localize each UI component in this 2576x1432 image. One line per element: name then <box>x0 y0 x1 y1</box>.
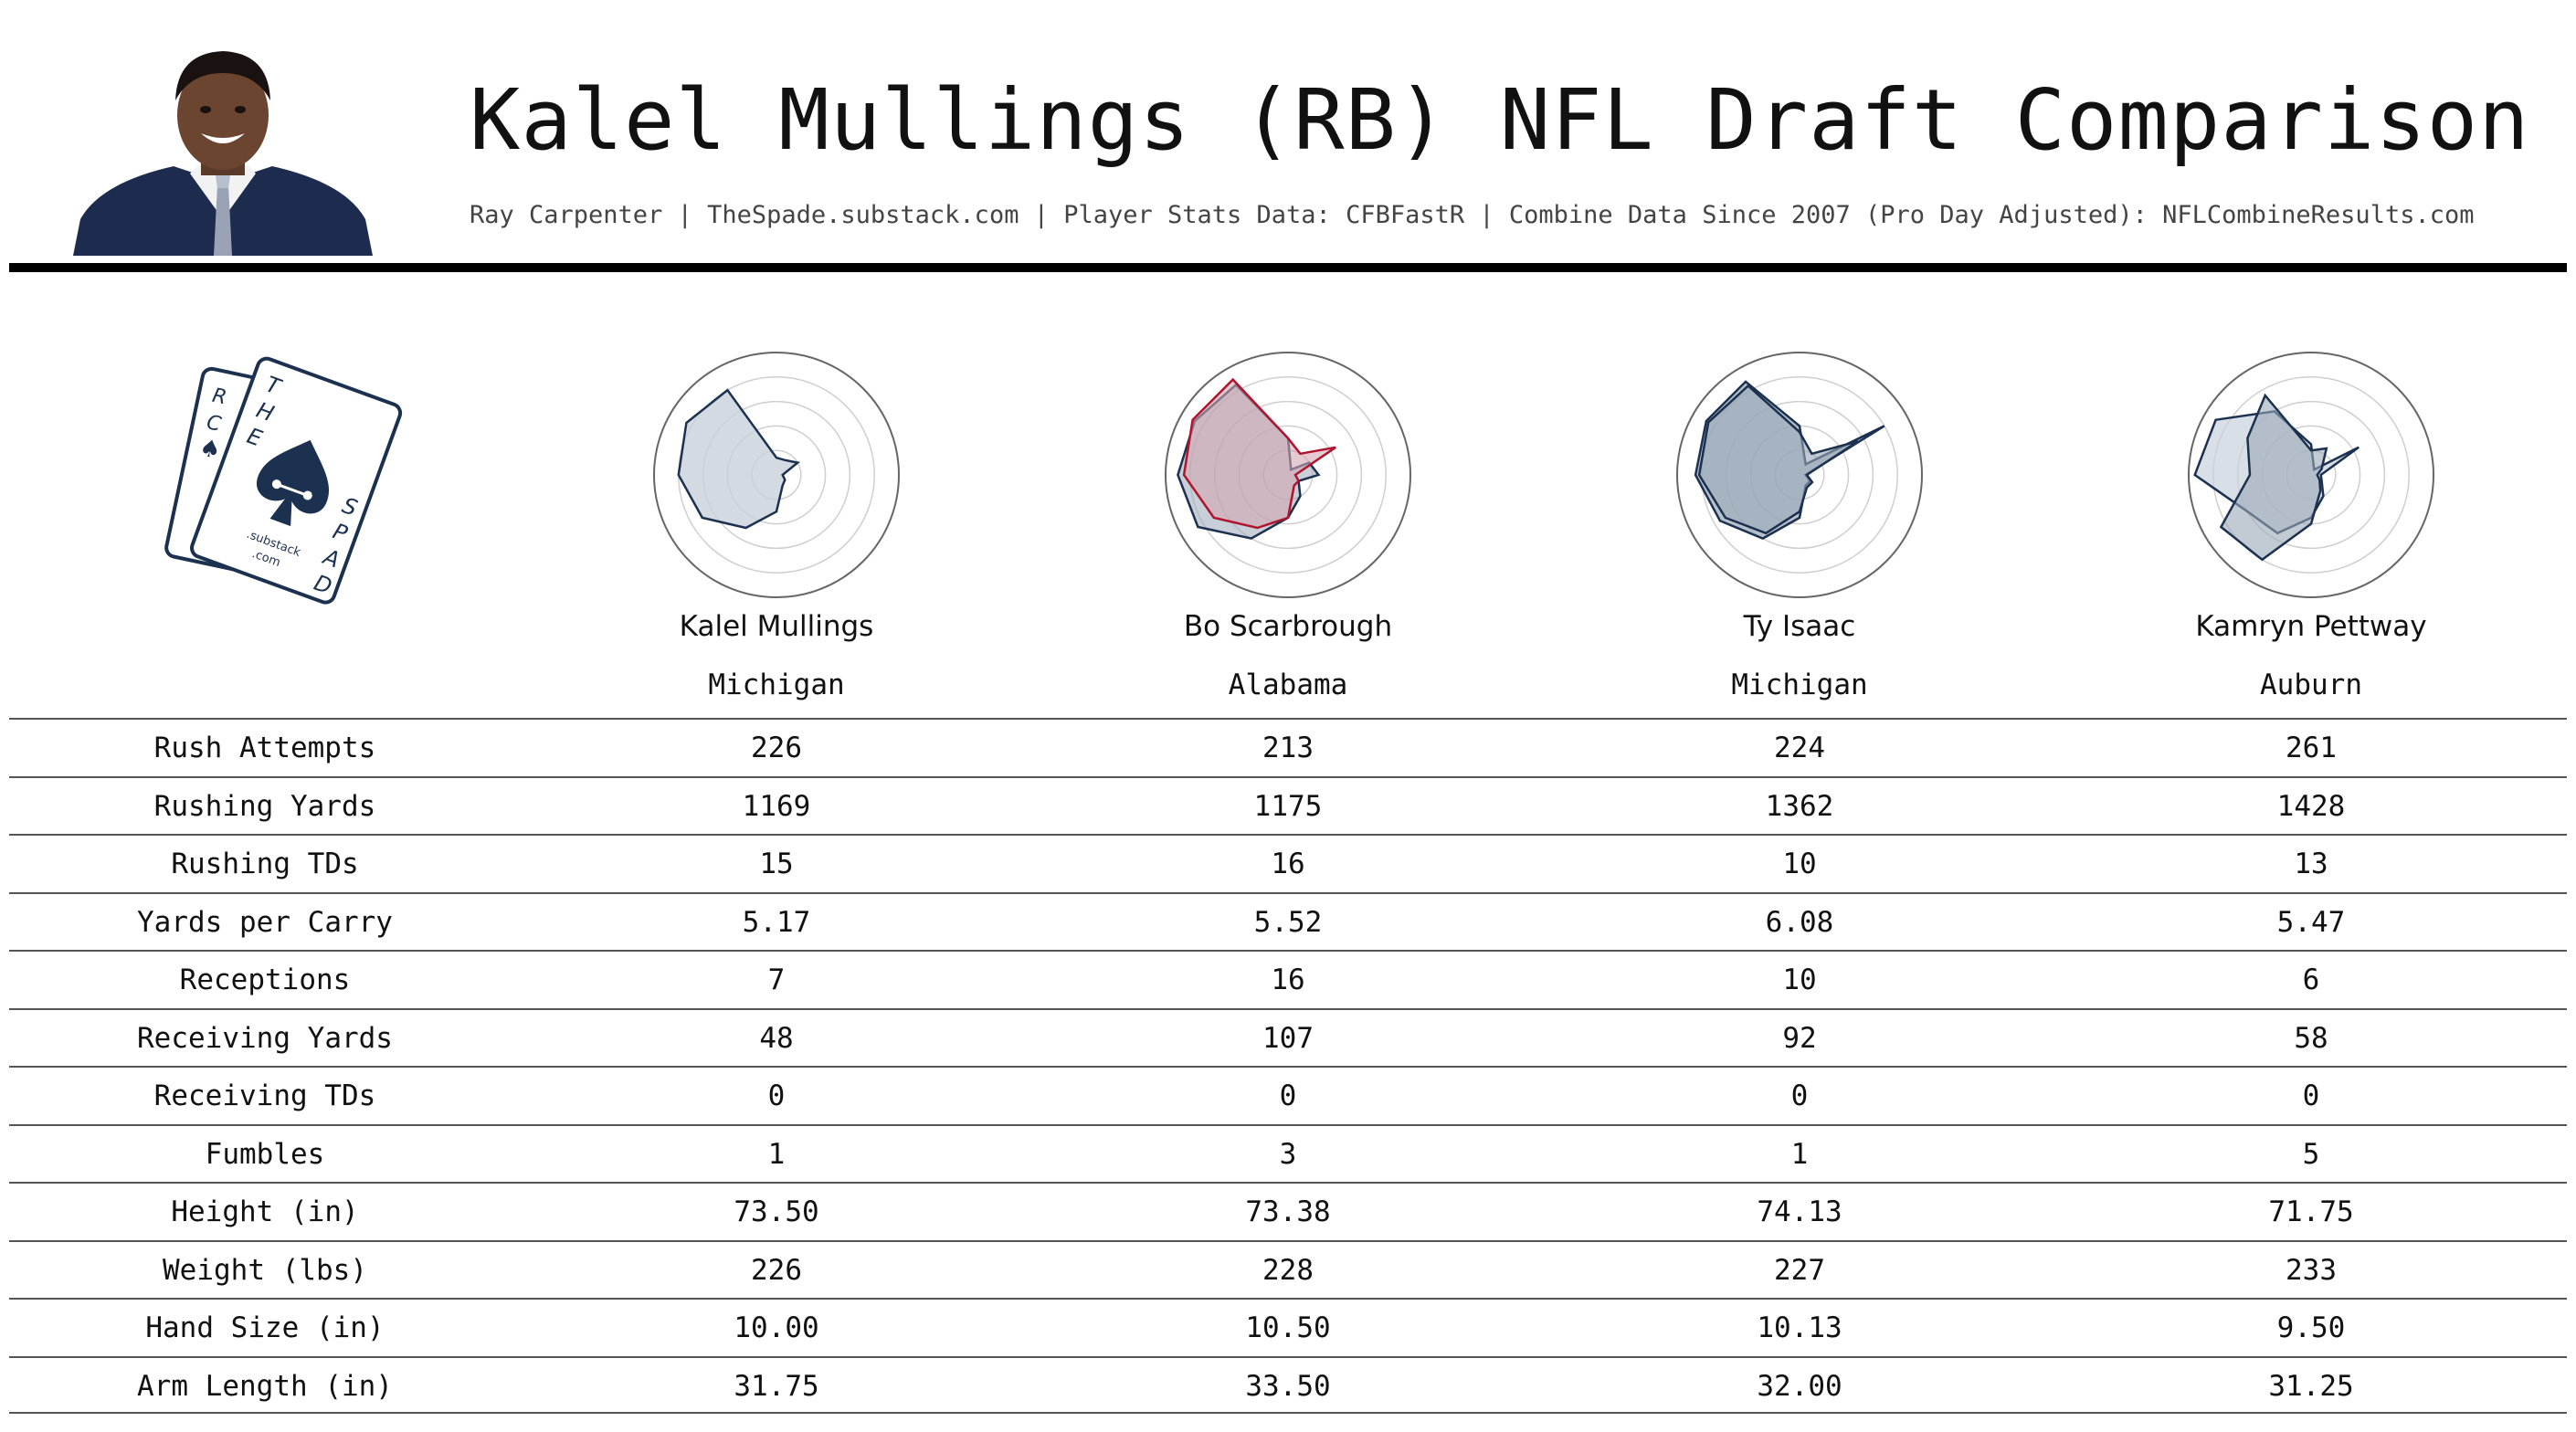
stat-value: 31.75 <box>734 1369 819 1403</box>
stat-value: 33.50 <box>1245 1369 1331 1403</box>
radar-series-polygon <box>1697 384 1859 535</box>
stat-value: 71.75 <box>2268 1195 2354 1228</box>
player-school: Michigan <box>1731 669 1868 701</box>
stat-value: 10 <box>1782 848 1817 880</box>
player-school: Auburn <box>2260 669 2362 701</box>
stat-value: 0 <box>1790 1079 1809 1112</box>
player-name: Kamryn Pettway <box>2195 610 2427 643</box>
stat-label: Receptions <box>179 963 351 996</box>
stat-value: 15 <box>759 848 794 880</box>
table-row: Receiving TDs 0 0 0 0 <box>9 1066 2567 1124</box>
player-school: Michigan <box>708 669 845 701</box>
stat-value: 6 <box>2302 963 2320 996</box>
radar-chart <box>1676 352 1923 598</box>
stat-value: 228 <box>1262 1253 1314 1287</box>
stats-table: Rush Attempts 226 213 224 261 Rushing Ya… <box>9 718 2567 1414</box>
stat-label: Weight (lbs) <box>163 1253 367 1287</box>
stat-value: 58 <box>2294 1021 2328 1055</box>
stat-label: Height (in) <box>171 1195 359 1228</box>
stat-label: Yards per Carry <box>137 905 393 939</box>
stat-value: 226 <box>751 1253 802 1287</box>
stat-label: Rushing Yards <box>153 789 376 823</box>
table-row: Receptions 7 16 10 6 <box>9 950 2567 1008</box>
table-row: Rush Attempts 226 213 224 261 <box>9 718 2567 776</box>
radar-chart <box>1165 352 1411 598</box>
stat-value: 227 <box>1774 1253 1825 1287</box>
radar-chart <box>653 352 900 598</box>
player-school: Alabama <box>1228 669 1348 701</box>
stat-value: 10.13 <box>1757 1311 1842 1344</box>
table-row: Receiving Yards 48 107 92 58 <box>9 1007 2567 1067</box>
radar-chart <box>2188 352 2434 598</box>
stat-value: 5.17 <box>742 905 811 939</box>
stat-value: 0 <box>767 1079 786 1112</box>
stat-value: 213 <box>1262 732 1314 764</box>
table-row: Height (in) 73.50 73.38 74.13 71.75 <box>9 1182 2567 1240</box>
page-title: Kalel Mullings (RB) NFL Draft Comparison <box>470 71 2530 169</box>
stat-value: 5.47 <box>2276 905 2346 939</box>
stat-value: 5 <box>2302 1137 2320 1171</box>
stat-value: 74.13 <box>1757 1195 1842 1228</box>
player-headshot <box>73 37 373 256</box>
stat-value: 226 <box>751 732 802 764</box>
stat-value: 1362 <box>1765 789 1834 823</box>
stat-label: Rushing TDs <box>171 848 359 880</box>
stat-label: Receiving TDs <box>153 1079 376 1112</box>
stat-value: 261 <box>2286 732 2337 764</box>
stat-value: 10.00 <box>734 1311 819 1344</box>
stat-value: 0 <box>2302 1079 2320 1112</box>
table-row: Fumbles 1 3 1 5 <box>9 1123 2567 1183</box>
logo-back-letter: C <box>205 411 224 437</box>
stat-value: 73.38 <box>1245 1195 1331 1228</box>
stat-value: 16 <box>1271 848 1305 880</box>
stat-label: Arm Length (in) <box>137 1369 393 1403</box>
player-name: Kalel Mullings <box>679 610 874 643</box>
player-name: Bo Scarbrough <box>1183 610 1393 643</box>
stat-label: Rush Attempts <box>153 732 376 764</box>
stat-value: 32.00 <box>1757 1369 1842 1403</box>
table-row: Yards per Carry 5.17 5.52 6.08 5.47 <box>9 891 2567 951</box>
player-name: Ty Isaac <box>1743 610 1856 643</box>
spade-icon <box>257 439 330 527</box>
stat-value: 9.50 <box>2276 1311 2346 1344</box>
stat-value: 16 <box>1271 963 1305 996</box>
stat-value: 224 <box>1774 732 1825 764</box>
stat-value: 10 <box>1782 963 1817 996</box>
stat-label: Fumbles <box>205 1137 325 1171</box>
logo-back-letter: R <box>210 384 228 410</box>
stat-value: 48 <box>759 1021 794 1055</box>
stat-value: 10.50 <box>1245 1311 1331 1344</box>
stat-value: 73.50 <box>734 1195 819 1228</box>
stat-value: 1 <box>1790 1137 1809 1171</box>
stat-value: 13 <box>2294 848 2328 880</box>
table-row: Weight (lbs) 226 228 227 233 <box>9 1239 2567 1299</box>
header-divider <box>9 263 2567 272</box>
page-subtitle: Ray Carpenter | TheSpade.substack.com | … <box>470 201 2475 229</box>
stat-value: 92 <box>1782 1021 1817 1055</box>
stat-value: 1175 <box>1253 789 1323 823</box>
table-row: Hand Size (in) 10.00 10.50 10.13 9.50 <box>9 1298 2567 1356</box>
the-spade-logo: R C ♠ T H E S P A D .substack .com <box>146 338 420 612</box>
stat-value: 31.25 <box>2268 1369 2354 1403</box>
table-row: Arm Length (in) 31.75 33.50 32.00 31.25 <box>9 1355 2567 1414</box>
stat-value: 0 <box>1279 1079 1297 1112</box>
stat-value: 7 <box>767 963 786 996</box>
stat-value: 6.08 <box>1765 905 1834 939</box>
stat-value: 3 <box>1279 1137 1297 1171</box>
radar-series-polygon <box>2219 393 2328 562</box>
stat-value: 1428 <box>2276 789 2346 823</box>
stat-label: Hand Size (in) <box>145 1311 385 1344</box>
stat-value: 1 <box>767 1137 786 1171</box>
radar-series-polygon <box>677 388 801 530</box>
stat-value: 233 <box>2286 1253 2337 1287</box>
stat-value: 1169 <box>742 789 811 823</box>
stat-value: 5.52 <box>1253 905 1323 939</box>
table-row: Rushing TDs 15 16 10 13 <box>9 834 2567 892</box>
stat-label: Receiving Yards <box>137 1021 393 1055</box>
radar-series-polygon <box>1182 377 1336 530</box>
stat-value: 107 <box>1262 1021 1314 1055</box>
table-row: Rushing Yards 1169 1175 1362 1428 <box>9 775 2567 835</box>
